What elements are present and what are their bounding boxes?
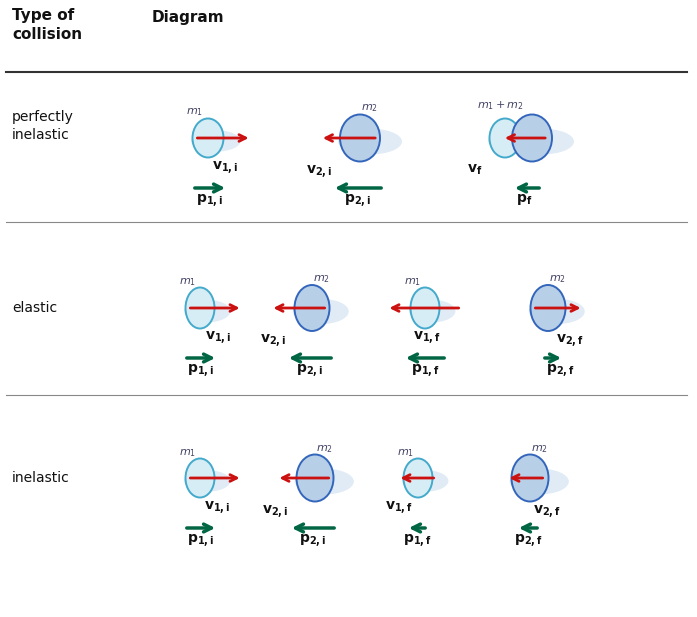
Text: $m_2$: $m_2$ — [361, 102, 378, 115]
Text: $\mathbf{v_{1,i}}$: $\mathbf{v_{1,i}}$ — [205, 329, 231, 347]
Ellipse shape — [293, 299, 348, 324]
Text: $\mathbf{v_{2,i}}$: $\mathbf{v_{2,i}}$ — [263, 502, 289, 520]
Text: $\mathbf{v_{1,f}}$: $\mathbf{v_{1,f}}$ — [385, 499, 413, 515]
Text: $\mathbf{p_{2,i}}$: $\mathbf{p_{2,i}}$ — [344, 192, 372, 209]
Ellipse shape — [409, 300, 455, 322]
Ellipse shape — [402, 470, 448, 492]
Ellipse shape — [530, 285, 565, 331]
Text: $\mathbf{v_{2,f}}$: $\mathbf{v_{2,f}}$ — [533, 502, 561, 520]
Text: elastic: elastic — [12, 301, 57, 315]
Text: $m_1$: $m_1$ — [397, 447, 415, 458]
Ellipse shape — [488, 130, 537, 152]
Text: $\mathbf{p_{1,i}}$: $\mathbf{p_{1,i}}$ — [187, 362, 215, 379]
Text: $m_2$: $m_2$ — [549, 273, 566, 285]
Ellipse shape — [529, 299, 585, 324]
Text: $\mathbf{v_{1,i}}$: $\mathbf{v_{1,i}}$ — [204, 499, 230, 515]
Ellipse shape — [340, 115, 380, 162]
Text: $m_1$: $m_1$ — [180, 276, 197, 288]
Text: $m_1$: $m_1$ — [180, 447, 197, 458]
Text: $\mathbf{v_{2,i}}$: $\mathbf{v_{2,i}}$ — [261, 332, 286, 349]
Ellipse shape — [489, 118, 521, 157]
Ellipse shape — [295, 285, 330, 331]
Text: $\mathbf{p_{1,i}}$: $\mathbf{p_{1,i}}$ — [187, 532, 215, 549]
Text: $m_1 + m_2$: $m_1 + m_2$ — [477, 100, 524, 112]
Ellipse shape — [185, 458, 215, 497]
Text: $m_2$: $m_2$ — [316, 443, 333, 455]
Text: $\mathbf{p_{2,i}}$: $\mathbf{p_{2,i}}$ — [300, 532, 326, 549]
Ellipse shape — [295, 468, 354, 494]
Text: $\mathbf{v_{1,i}}$: $\mathbf{v_{1,i}}$ — [212, 159, 238, 175]
Ellipse shape — [184, 470, 231, 492]
Text: $\mathbf{p_f}$: $\mathbf{p_f}$ — [516, 192, 533, 207]
Text: perfectly
inelastic: perfectly inelastic — [12, 110, 74, 142]
Ellipse shape — [191, 130, 240, 152]
Ellipse shape — [510, 468, 569, 494]
Text: $\mathbf{p_{1,f}}$: $\mathbf{p_{1,f}}$ — [403, 532, 431, 549]
Text: $\mathbf{p_{1,i}}$: $\mathbf{p_{1,i}}$ — [197, 192, 224, 209]
Text: $\mathbf{p_{2,i}}$: $\mathbf{p_{2,i}}$ — [296, 362, 323, 379]
Text: Diagram: Diagram — [152, 10, 224, 25]
Ellipse shape — [510, 128, 574, 154]
Text: $\mathbf{v_{2,i}}$: $\mathbf{v_{2,i}}$ — [306, 162, 332, 180]
Text: $\mathbf{p_{2,f}}$: $\mathbf{p_{2,f}}$ — [546, 362, 574, 379]
Text: $\mathbf{p_{1,f}}$: $\mathbf{p_{1,f}}$ — [411, 362, 439, 379]
Ellipse shape — [192, 118, 224, 157]
Ellipse shape — [184, 300, 231, 322]
Ellipse shape — [338, 128, 402, 154]
Text: $\mathbf{p_{2,f}}$: $\mathbf{p_{2,f}}$ — [514, 532, 542, 549]
Text: $m_2$: $m_2$ — [313, 273, 330, 285]
Text: Type of
collision: Type of collision — [12, 8, 82, 41]
Text: $m_1$: $m_1$ — [404, 276, 422, 288]
Ellipse shape — [512, 455, 549, 502]
Ellipse shape — [185, 288, 215, 328]
Text: $\mathbf{v_{2,f}}$: $\mathbf{v_{2,f}}$ — [556, 332, 584, 349]
Text: $\mathbf{v_{1,f}}$: $\mathbf{v_{1,f}}$ — [413, 329, 441, 347]
Text: $m_1$: $m_1$ — [187, 107, 204, 118]
Ellipse shape — [296, 455, 333, 502]
Ellipse shape — [411, 288, 440, 328]
Text: $m_2$: $m_2$ — [531, 443, 548, 455]
Ellipse shape — [512, 115, 552, 162]
Text: $\mathbf{v_f}$: $\mathbf{v_f}$ — [468, 162, 483, 177]
Text: inelastic: inelastic — [12, 471, 70, 485]
Ellipse shape — [404, 458, 433, 497]
